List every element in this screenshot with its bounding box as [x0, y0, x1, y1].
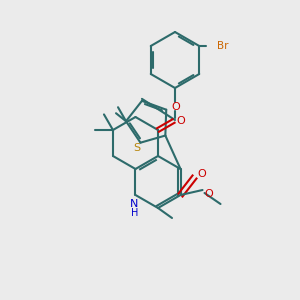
Text: H: H [131, 208, 138, 218]
Text: O: O [204, 189, 213, 199]
Text: S: S [133, 143, 140, 153]
Text: O: O [197, 169, 206, 179]
Text: O: O [172, 102, 180, 112]
Text: Br: Br [217, 41, 229, 51]
Text: O: O [176, 116, 185, 126]
Text: N: N [130, 199, 139, 209]
